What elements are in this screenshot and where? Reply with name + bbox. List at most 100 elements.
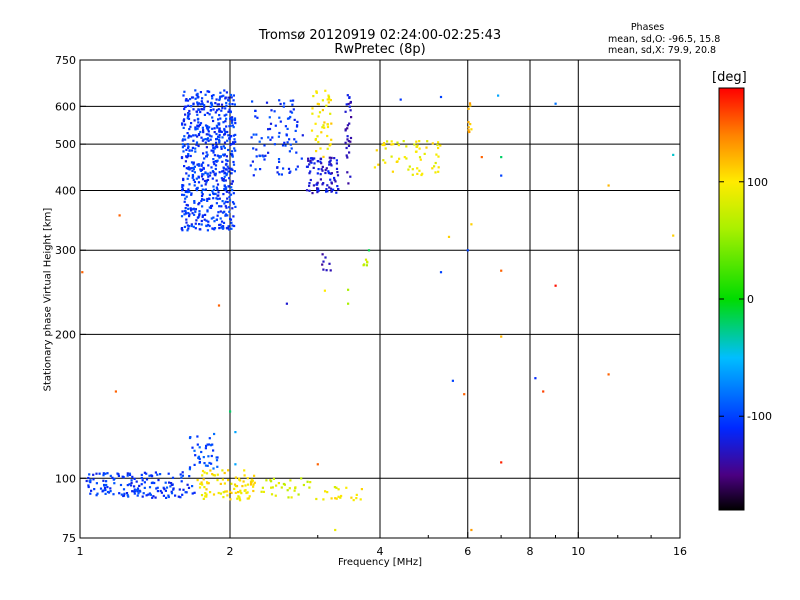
data-point	[227, 148, 230, 152]
data-point	[224, 168, 228, 171]
data-point	[250, 136, 253, 139]
data-point	[276, 166, 279, 169]
data-point	[203, 462, 206, 465]
data-point	[200, 163, 203, 166]
data-point	[467, 121, 470, 124]
data-point	[217, 108, 220, 111]
data-point	[199, 168, 202, 171]
data-point	[231, 150, 234, 153]
data-point	[201, 173, 204, 176]
data-point	[183, 213, 186, 216]
data-point	[113, 482, 116, 485]
data-point	[325, 190, 328, 193]
data-point	[221, 200, 224, 203]
data-point	[227, 225, 230, 228]
data-point	[188, 168, 191, 171]
data-point	[534, 377, 537, 380]
data-point	[103, 486, 107, 490]
data-point	[229, 110, 232, 113]
data-point	[206, 481, 209, 484]
data-point	[229, 410, 232, 413]
data-point	[155, 487, 158, 490]
data-point	[215, 132, 218, 136]
data-point	[272, 477, 275, 480]
data-point	[320, 168, 323, 171]
data-point	[196, 118, 199, 121]
data-point	[340, 494, 343, 498]
data-point	[156, 490, 159, 493]
data-point	[141, 495, 144, 498]
data-point	[195, 177, 198, 180]
data-point	[431, 142, 434, 145]
data-point	[220, 205, 223, 208]
data-point	[332, 188, 335, 191]
data-point	[170, 492, 174, 495]
data-point	[292, 108, 295, 111]
data-point	[345, 146, 348, 150]
data-point	[118, 492, 121, 495]
data-point	[191, 485, 194, 488]
data-point	[324, 256, 327, 259]
data-point	[202, 108, 206, 111]
data-point	[212, 192, 215, 195]
data-point	[220, 95, 223, 98]
data-point	[181, 471, 184, 474]
data-point	[313, 162, 316, 165]
data-point	[245, 491, 248, 495]
data-point	[225, 190, 228, 193]
data-point	[145, 472, 148, 475]
data-point	[296, 165, 299, 168]
data-point	[213, 227, 217, 230]
data-point	[109, 490, 112, 493]
data-point	[181, 122, 184, 125]
data-point	[180, 480, 183, 483]
data-point	[186, 224, 189, 227]
data-point	[328, 156, 331, 159]
data-point	[206, 199, 209, 202]
data-point	[211, 443, 214, 446]
data-point	[287, 496, 290, 499]
data-point	[418, 156, 422, 159]
data-point	[285, 302, 288, 305]
data-point	[226, 200, 229, 204]
data-point	[185, 155, 188, 158]
data-point	[364, 258, 368, 261]
data-point	[201, 483, 204, 486]
data-point	[295, 168, 298, 171]
data-point	[255, 155, 258, 158]
data-point	[215, 179, 218, 182]
data-point	[196, 127, 199, 130]
data-point	[185, 195, 188, 198]
data-point	[199, 130, 202, 134]
data-point	[288, 171, 291, 174]
data-point	[205, 493, 208, 496]
data-point	[308, 182, 311, 185]
data-point	[193, 491, 196, 494]
data-point	[321, 126, 324, 129]
data-point	[104, 472, 107, 475]
data-point	[229, 93, 233, 97]
data-point	[330, 164, 333, 167]
data-point	[187, 166, 190, 169]
data-point	[193, 119, 196, 122]
data-point	[326, 125, 330, 129]
data-point	[225, 206, 228, 209]
data-point	[321, 253, 324, 256]
data-point	[220, 145, 223, 148]
data-point	[214, 111, 217, 114]
data-point	[188, 475, 191, 478]
data-point	[212, 449, 215, 452]
data-point	[267, 151, 270, 154]
data-point	[335, 486, 338, 489]
data-point	[231, 189, 234, 192]
data-point	[278, 116, 281, 119]
data-point	[201, 178, 205, 181]
data-point	[153, 481, 156, 485]
data-point	[399, 98, 402, 101]
data-point	[193, 213, 196, 216]
x-tick-label: 16	[673, 545, 687, 558]
data-point	[210, 94, 214, 98]
data-point	[203, 471, 206, 474]
data-point	[274, 124, 277, 127]
data-point	[228, 210, 231, 213]
